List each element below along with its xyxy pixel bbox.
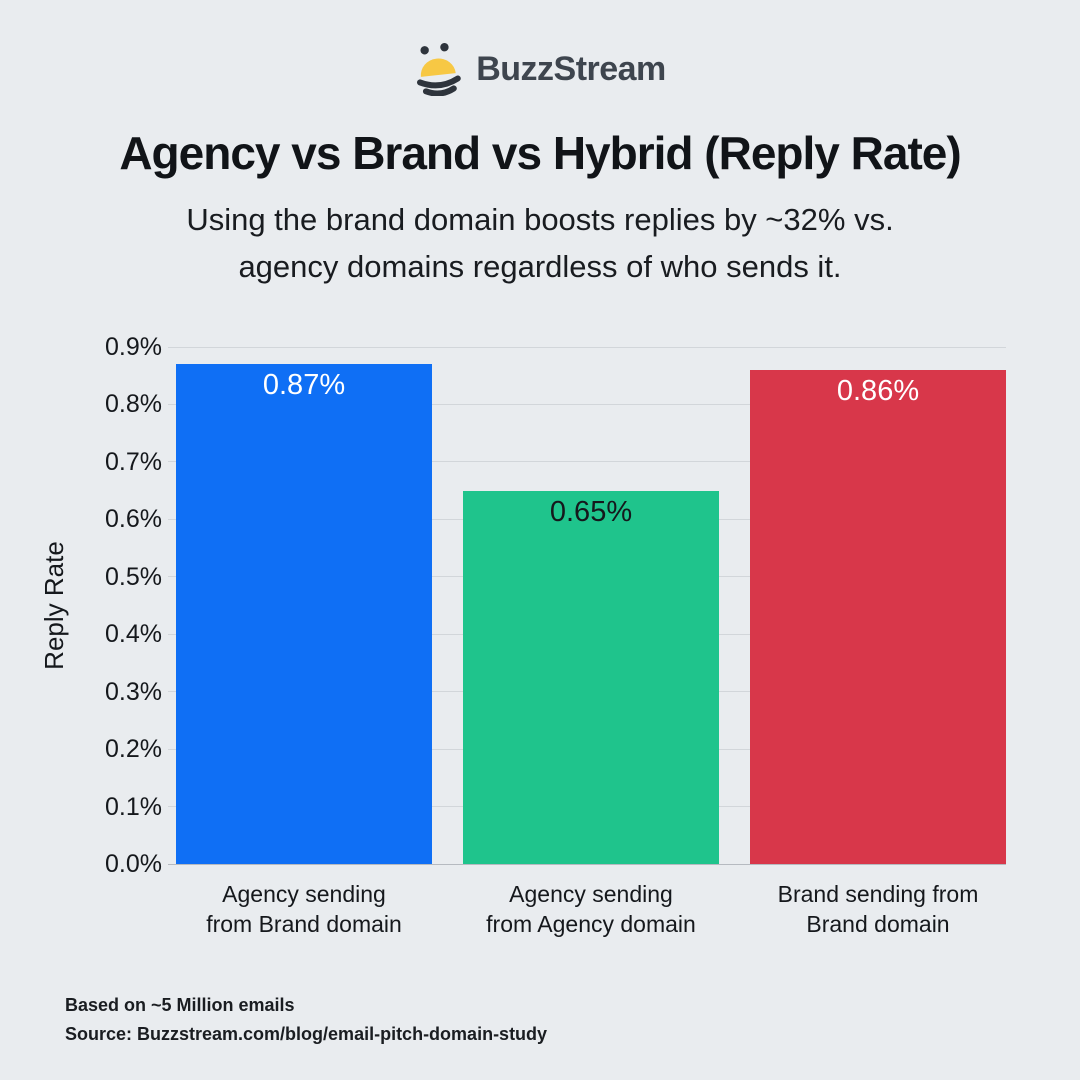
chart-title: Agency vs Brand vs Hybrid (Reply Rate) — [119, 127, 961, 179]
y-tick-label: 0.2% — [105, 735, 162, 764]
buzzstream-logo: BuzzStream — [0, 42, 1080, 96]
bars: 0.87% 0.65% 0.86% — [176, 347, 1006, 864]
bar-value-label: 0.87% — [262, 369, 346, 402]
gridline — [168, 461, 1006, 463]
chart-subtitle: Using the brand domain boosts replies by… — [186, 202, 894, 284]
bar-3: 0.86% — [750, 369, 1006, 864]
x-axis-labels: Agency sending from Brand domain Agency s… — [166, 879, 1016, 939]
y-tick-label: 0.0% — [105, 850, 162, 878]
y-tick-label: 0.4% — [105, 620, 162, 649]
x-category-label: Agency sending from Agency domain — [486, 881, 696, 937]
footer-source: Source: Buzzstream.com/blog/email-pitch-… — [65, 1024, 548, 1044]
y-tick-label: 0.8% — [105, 390, 162, 419]
y-tick-label: 0.5% — [105, 562, 162, 591]
gridline — [168, 403, 1006, 405]
y-tick-label: 0.3% — [105, 677, 162, 706]
bee-icon — [417, 42, 461, 96]
bar-2: 0.65% — [463, 490, 719, 864]
brand-name: BuzzStream — [476, 49, 666, 88]
plot-area: 0.87% 0.65% 0.86% — [168, 346, 1006, 865]
footer-sample-size: Based on ~5 Million emails — [65, 995, 295, 1015]
bar-value-label: 0.65% — [549, 495, 633, 528]
y-tick-label: 0.9% — [105, 333, 162, 361]
bar-1: 0.87% — [176, 364, 432, 864]
y-tick-label: 0.7% — [105, 447, 162, 476]
y-tick-label: 0.1% — [105, 792, 162, 821]
footer: Based on ~5 Million emails Source: Buzzs… — [65, 991, 547, 1049]
x-category-label: Brand sending from Brand domain — [777, 881, 979, 937]
y-tick-label: 0.6% — [105, 505, 162, 534]
bar-value-label: 0.86% — [836, 374, 920, 407]
gridline — [168, 863, 1006, 865]
gridline — [168, 346, 1006, 348]
x-category-label: Agency sending from Brand domain — [206, 881, 402, 937]
y-axis-ticks: 0.0% 0.1% 0.2% 0.3% 0.4% 0.5% 0.6% 0.7% 0.8% 0.9% — [70, 333, 162, 878]
